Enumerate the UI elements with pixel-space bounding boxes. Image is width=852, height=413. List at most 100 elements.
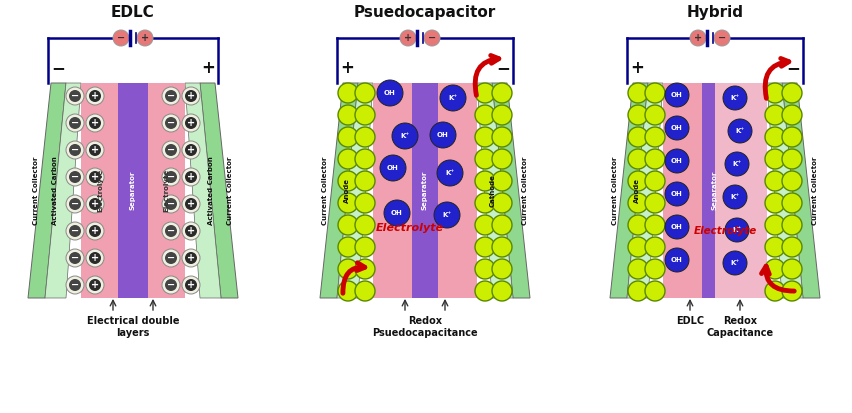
Circle shape (89, 90, 95, 97)
Circle shape (162, 249, 180, 267)
Text: +: + (404, 33, 412, 43)
Bar (148, 83, 185, 298)
Text: OH: OH (436, 132, 448, 138)
Text: −: − (51, 59, 65, 77)
Circle shape (165, 198, 171, 204)
Circle shape (89, 171, 95, 178)
Circle shape (475, 281, 494, 301)
Circle shape (162, 141, 180, 159)
Circle shape (89, 198, 95, 204)
Circle shape (781, 149, 801, 169)
Circle shape (185, 117, 197, 129)
Polygon shape (476, 83, 512, 298)
Circle shape (86, 141, 104, 159)
Circle shape (89, 144, 101, 156)
Text: +: + (187, 280, 195, 290)
Circle shape (181, 114, 199, 132)
Circle shape (185, 252, 191, 259)
Text: −: − (71, 145, 79, 155)
Circle shape (627, 259, 648, 279)
Text: OH: OH (387, 165, 399, 171)
Text: −: − (71, 253, 79, 263)
Circle shape (627, 105, 648, 125)
Circle shape (492, 237, 511, 257)
Text: −: − (167, 172, 175, 182)
Circle shape (337, 281, 358, 301)
Circle shape (89, 144, 95, 150)
Circle shape (627, 171, 648, 191)
Text: +: + (187, 118, 195, 128)
Circle shape (724, 218, 748, 242)
Text: Separator: Separator (422, 171, 428, 210)
Circle shape (644, 127, 665, 147)
Circle shape (69, 90, 75, 97)
Circle shape (165, 279, 171, 285)
Circle shape (89, 117, 95, 123)
Text: +: + (187, 199, 195, 209)
Text: −: − (167, 280, 175, 290)
Text: OH: OH (671, 257, 682, 263)
Text: +: + (91, 145, 99, 155)
Circle shape (181, 222, 199, 240)
Text: Hybrid: Hybrid (686, 5, 743, 20)
Circle shape (781, 105, 801, 125)
Circle shape (181, 87, 199, 105)
Text: −: − (71, 280, 79, 290)
Text: −: − (167, 199, 175, 209)
Text: +: + (201, 59, 215, 77)
Text: Electrolyte: Electrolyte (693, 226, 756, 236)
Text: OH: OH (383, 90, 395, 96)
Text: OH: OH (671, 158, 682, 164)
Circle shape (644, 193, 665, 213)
Circle shape (69, 252, 75, 259)
Circle shape (181, 276, 199, 294)
Circle shape (423, 30, 440, 46)
Text: Separator: Separator (130, 171, 135, 210)
Text: K⁺: K⁺ (445, 170, 454, 176)
Circle shape (89, 198, 101, 210)
Circle shape (475, 83, 494, 103)
Circle shape (377, 80, 402, 106)
Circle shape (689, 30, 705, 46)
Circle shape (627, 237, 648, 257)
Circle shape (354, 149, 375, 169)
Circle shape (764, 171, 784, 191)
Text: EDLC: EDLC (111, 5, 155, 20)
Polygon shape (28, 83, 66, 298)
Circle shape (162, 222, 180, 240)
Circle shape (165, 171, 171, 178)
Circle shape (185, 198, 191, 204)
Text: EDLC: EDLC (675, 316, 703, 326)
Text: −: − (167, 226, 175, 236)
Circle shape (764, 237, 784, 257)
Circle shape (492, 281, 511, 301)
Circle shape (724, 152, 748, 176)
Circle shape (665, 182, 688, 206)
Circle shape (337, 83, 358, 103)
Text: Activated Carbon: Activated Carbon (208, 156, 214, 225)
Circle shape (644, 83, 665, 103)
Circle shape (162, 114, 180, 132)
Circle shape (69, 117, 75, 123)
Circle shape (337, 149, 358, 169)
Circle shape (644, 171, 665, 191)
Circle shape (69, 171, 81, 183)
Circle shape (165, 252, 171, 259)
Bar (662, 83, 714, 298)
Polygon shape (320, 83, 358, 298)
Circle shape (112, 30, 129, 46)
Text: +: + (187, 253, 195, 263)
Circle shape (337, 215, 358, 235)
Circle shape (475, 237, 494, 257)
Circle shape (89, 252, 101, 264)
Text: +: + (340, 59, 354, 77)
Circle shape (354, 281, 375, 301)
Circle shape (354, 127, 375, 147)
Circle shape (69, 171, 75, 178)
Circle shape (89, 117, 101, 129)
Text: +: + (91, 118, 99, 128)
Circle shape (665, 215, 688, 239)
Text: K⁺: K⁺ (729, 95, 739, 101)
Text: +: + (91, 172, 99, 182)
Circle shape (627, 83, 648, 103)
